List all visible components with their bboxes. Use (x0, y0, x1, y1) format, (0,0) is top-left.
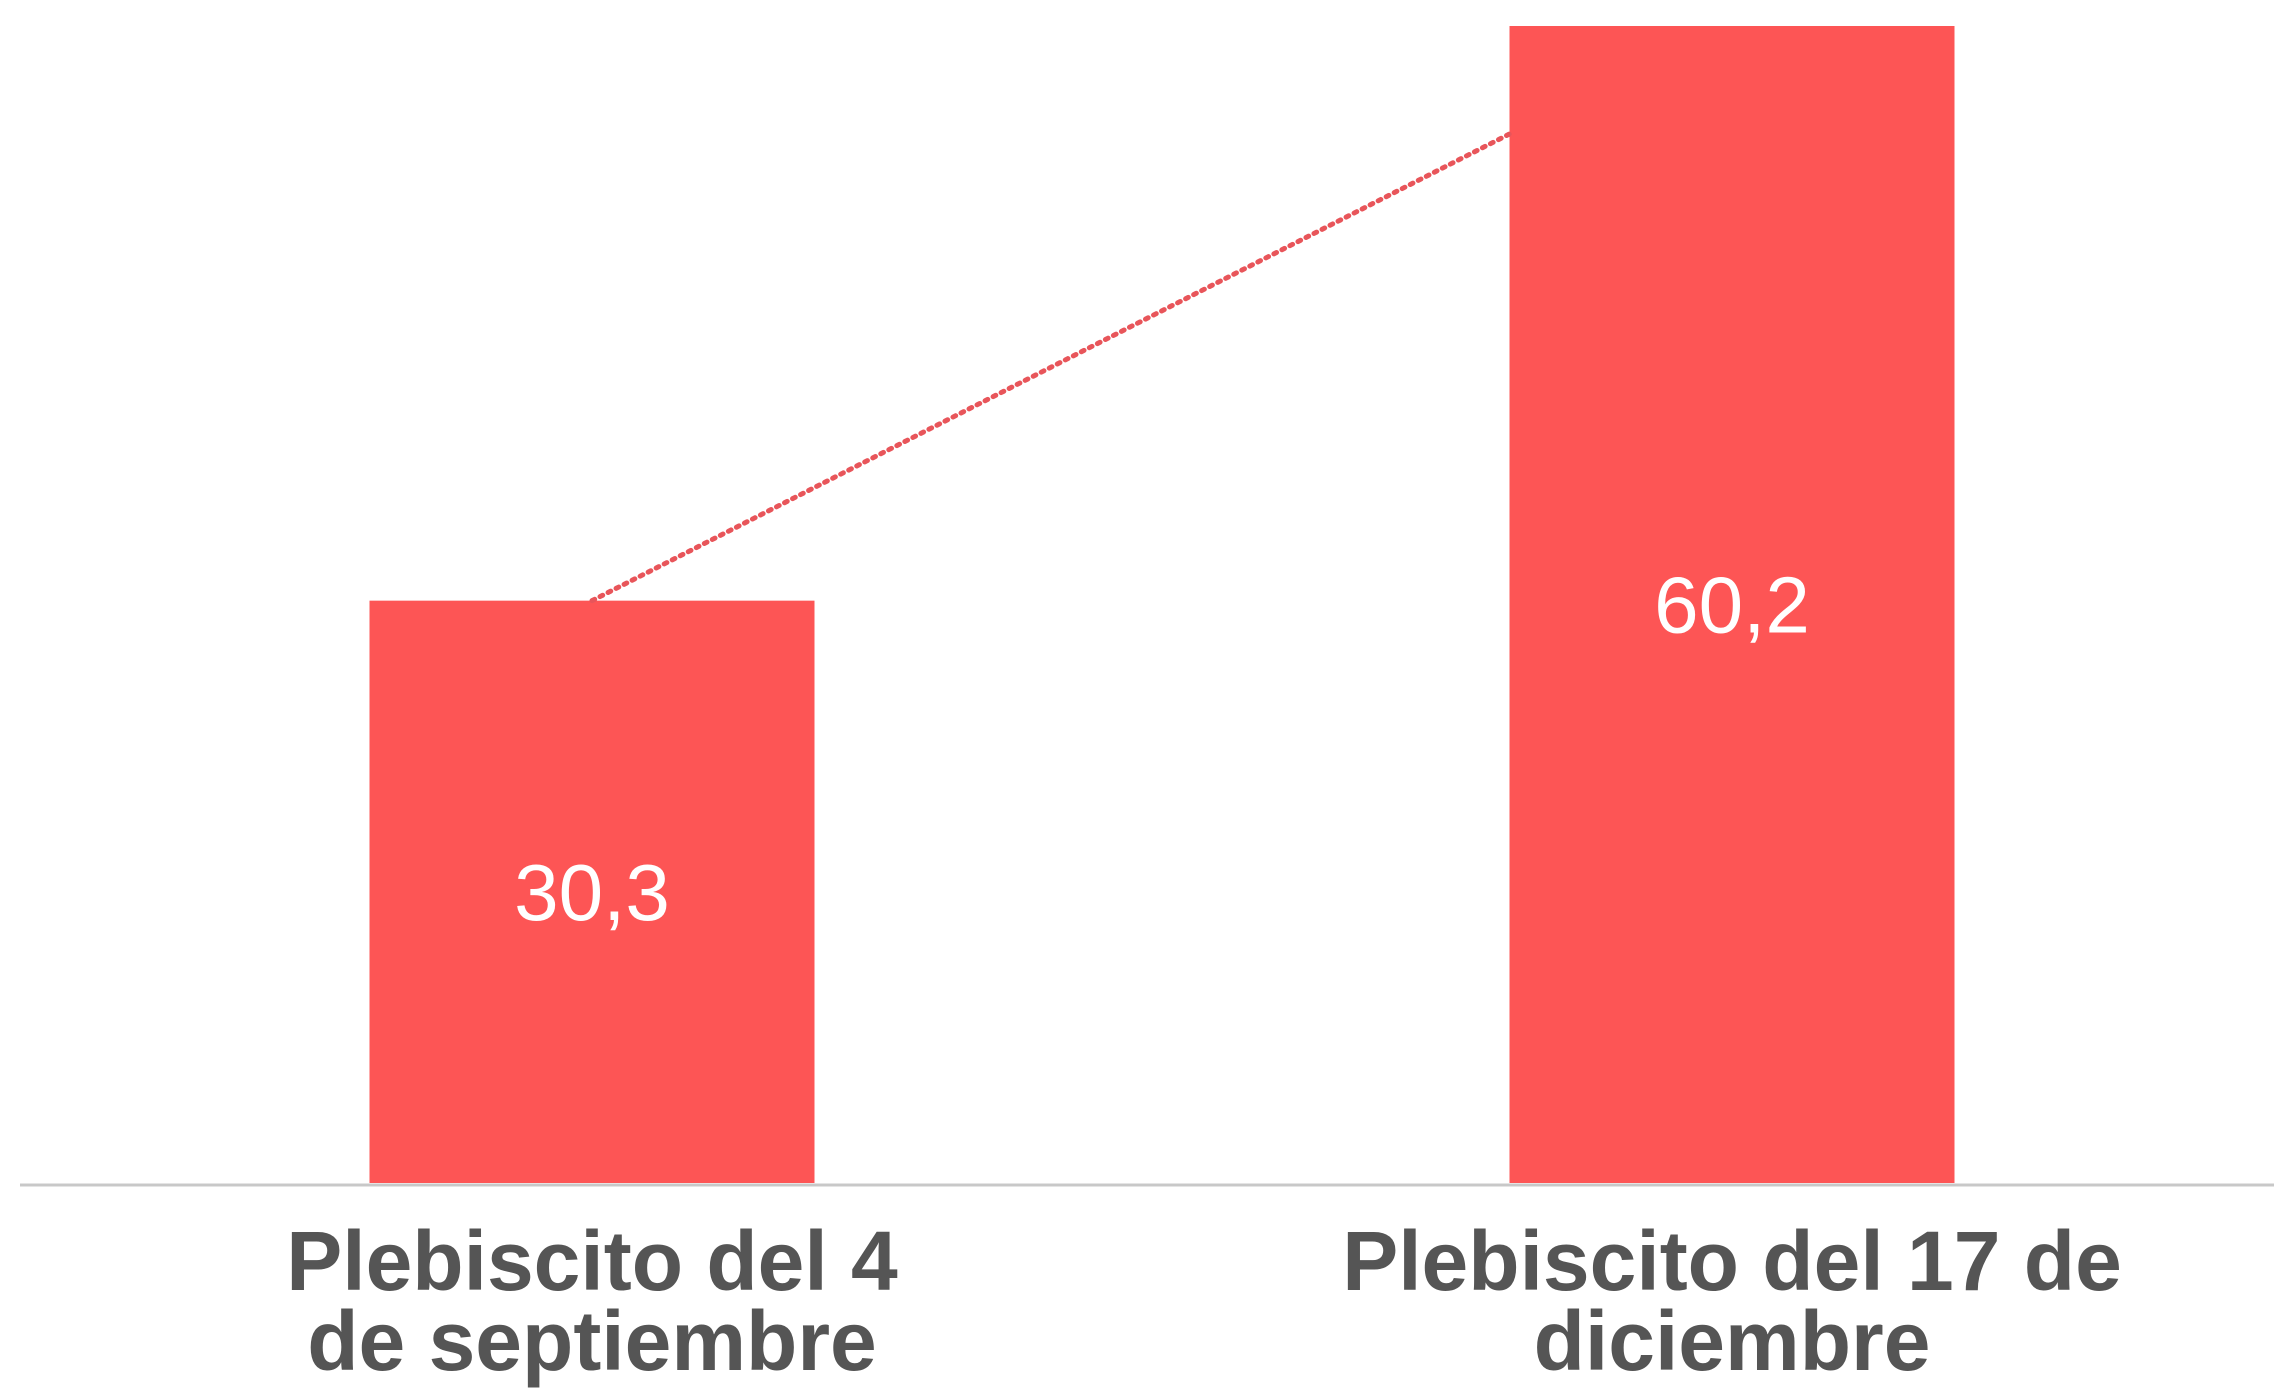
connector-line (589, 131, 1512, 604)
x-axis: Plebiscito del 4 de septiembrePlebiscito … (20, 1183, 2274, 1388)
x-tick-label-2: Plebiscito del 17 de diciembre (1342, 1214, 2122, 1388)
x-tick-label-1: Plebiscito del 4 de septiembre (286, 1214, 898, 1388)
connector-layer (589, 131, 1512, 604)
x-tick-label-line: Plebiscito del 17 de (1342, 1214, 2122, 1308)
bars-layer (369, 26, 1955, 1183)
bar-1 (369, 600, 815, 1183)
bar-value-label-1: 30,3 (514, 848, 670, 937)
x-tick-label-line: diciembre (1534, 1294, 1931, 1388)
x-tick-label-line: Plebiscito del 4 (286, 1214, 898, 1308)
bar-value-label-2: 60,2 (1654, 561, 1810, 650)
x-tick-label-line: de septiembre (307, 1294, 877, 1388)
value-labels-layer: 30,3 60,2 (514, 561, 1810, 937)
bar-2 (1509, 26, 1955, 1183)
